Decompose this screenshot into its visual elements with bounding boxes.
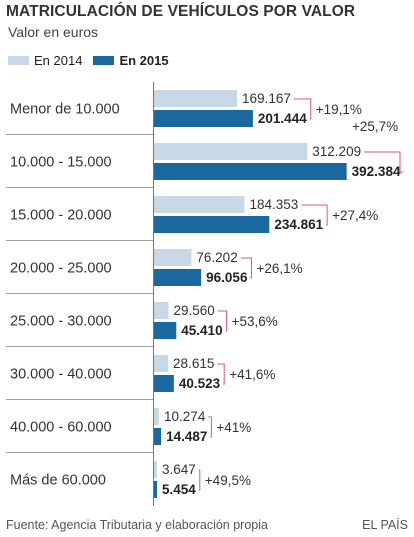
bar-2015: [154, 375, 174, 392]
change-bracket: [293, 98, 312, 120]
value-label-2014: 312.209: [312, 144, 361, 159]
bar-2014: [154, 249, 192, 266]
legend-swatch-2014: [8, 55, 29, 65]
change-bracket: [208, 416, 212, 438]
category-label: 30.000 - 40.000: [10, 367, 112, 383]
category-label: 15.000 - 20.000: [10, 208, 112, 224]
bar-2015: [154, 216, 270, 233]
bar-2014: [154, 90, 238, 107]
value-label-2014: 76.202: [196, 250, 237, 265]
change-label: +41%: [216, 420, 251, 435]
value-label-2015: 96.056: [206, 270, 248, 285]
value-label-2015: 392.384: [352, 164, 401, 179]
value-label-2015: 5.454: [162, 482, 196, 497]
bar-2015: [154, 163, 347, 180]
legend-label-2014: En 2014: [34, 52, 83, 68]
bar-2015: [154, 322, 177, 339]
change-bracket: [301, 204, 328, 226]
bar-2014: [154, 408, 160, 425]
chart-subtitle: Valor en euros: [8, 24, 99, 40]
category-label: 20.000 - 25.000: [10, 261, 112, 277]
legend-label-2015: En 2015: [119, 52, 169, 68]
bar-2014: [154, 355, 169, 372]
category-label: 25.000 - 30.000: [10, 314, 112, 330]
value-label-2015: 45.410: [181, 323, 222, 338]
change-label: +25,7%: [352, 119, 398, 134]
value-label-2014: 10.274: [164, 409, 206, 424]
change-label: +41,6%: [229, 367, 275, 382]
category-label: 40.000 - 60.000: [10, 420, 112, 436]
change-label: +19,1%: [316, 102, 362, 117]
value-label-2015: 40.523: [179, 376, 221, 391]
legend-item-2014: En 2014: [8, 53, 82, 68]
change-bracket: [364, 151, 404, 173]
chart-title: MATRICULACIÓN DE VEHÍCULOS POR VALOR: [6, 3, 356, 20]
legend-swatch-2015: [93, 55, 115, 65]
change-label: +26,1%: [256, 261, 302, 276]
change-bracket: [217, 310, 228, 332]
bar-2015: [154, 110, 253, 127]
bar-2015: [154, 428, 162, 445]
bar-2014: [154, 302, 169, 319]
publisher-brand: EL PAÍS: [362, 518, 408, 532]
bar-2014: [154, 461, 157, 478]
value-label-2015: 14.487: [166, 429, 207, 444]
change-bracket: [240, 257, 252, 279]
value-label-2014: 3.647: [162, 462, 196, 477]
change-label: +49,5%: [205, 473, 251, 488]
category-label: 10.000 - 15.000: [10, 155, 112, 171]
value-label-2014: 169.167: [242, 91, 291, 106]
change-bracket: [217, 363, 225, 385]
change-bracket: [198, 469, 201, 491]
value-label-2015: 201.444: [258, 111, 307, 126]
bar-2014: [154, 143, 308, 160]
change-label: +27,4%: [332, 208, 378, 223]
bar-2015: [154, 481, 157, 498]
category-label: Más de 60.000: [10, 473, 106, 489]
value-label-2014: 29.560: [174, 303, 215, 318]
source-note: Fuente: Agencia Tributaria y elaboración…: [6, 518, 268, 532]
bar-2015: [154, 269, 202, 286]
category-label: Menor de 10.000: [10, 102, 120, 118]
value-label-2015: 234.861: [274, 217, 323, 232]
bar-2014: [154, 196, 245, 213]
legend: En 2014 En 2015: [8, 52, 169, 68]
value-label-2014: 184.353: [250, 197, 299, 212]
legend-item-2015: En 2015: [93, 52, 169, 68]
value-label-2014: 28.615: [173, 356, 214, 371]
change-label: +53,6%: [232, 314, 278, 329]
